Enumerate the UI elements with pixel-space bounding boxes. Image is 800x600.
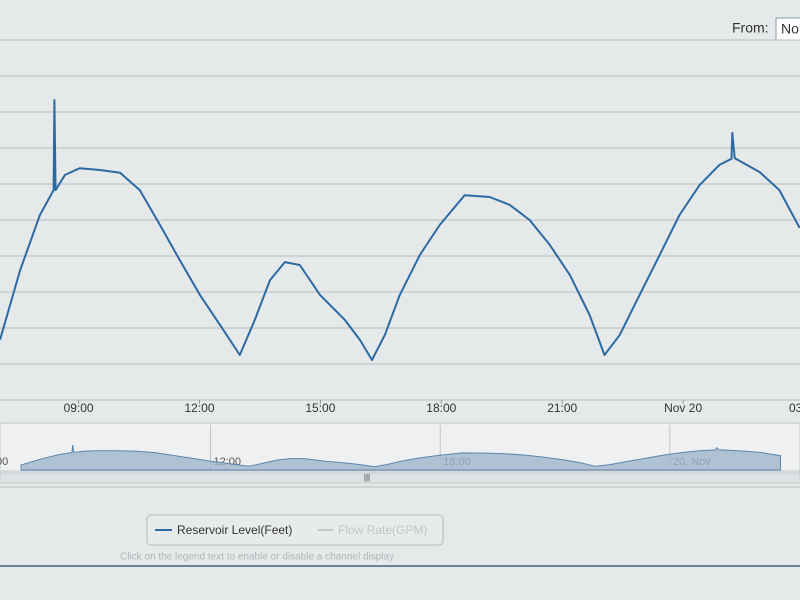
scroll-grip[interactable]: ||| bbox=[364, 473, 370, 482]
navigator-area bbox=[20, 444, 781, 471]
from-label: From: bbox=[732, 20, 769, 36]
series-line bbox=[0, 99, 800, 361]
navigator-tick-label: 00 bbox=[0, 456, 8, 468]
legend-item[interactable]: Reservoir Level(Feet) bbox=[177, 523, 292, 537]
x-tick-label: 18:00 bbox=[426, 401, 456, 415]
x-tick-label: 09:00 bbox=[64, 401, 94, 415]
from-value[interactable]: No bbox=[781, 21, 799, 37]
scrollbar[interactable] bbox=[0, 472, 800, 484]
legend-box bbox=[146, 514, 444, 546]
x-tick-label: 03:00 bbox=[789, 401, 800, 415]
legend-item-disabled[interactable]: Flow Rate(GPM) bbox=[338, 523, 427, 537]
x-tick-label: 15:00 bbox=[305, 401, 335, 415]
legend-hint: Click on the legend text to enable or di… bbox=[120, 552, 394, 563]
x-tick-label: 21:00 bbox=[547, 401, 577, 415]
x-tick-label: Nov 20 bbox=[664, 401, 702, 415]
x-tick-label: 12:00 bbox=[184, 401, 214, 415]
